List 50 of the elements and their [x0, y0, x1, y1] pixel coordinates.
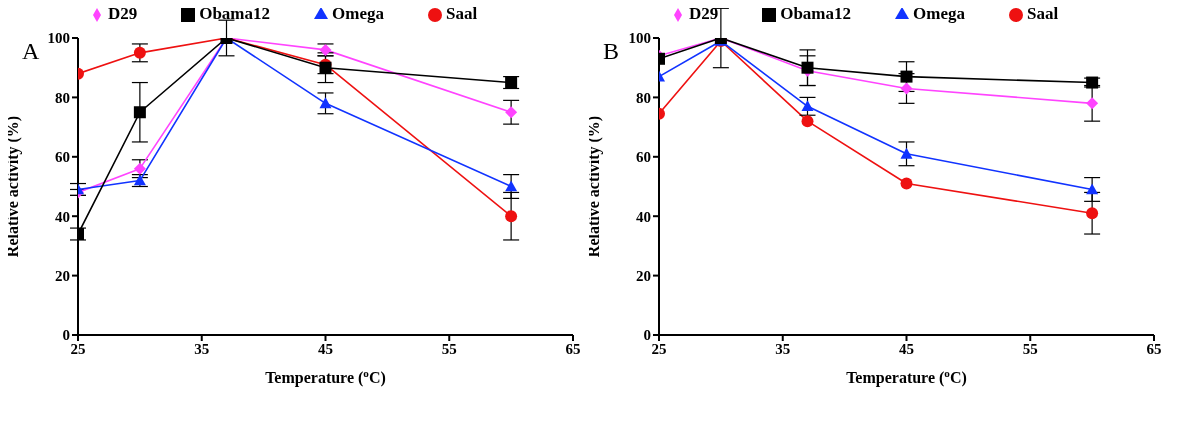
point	[900, 82, 913, 95]
point	[1086, 183, 1099, 195]
x-tick-label: 65	[1146, 340, 1162, 357]
point	[801, 100, 814, 112]
y-tick-label: 40	[636, 208, 651, 225]
x-tick-label: 25	[70, 340, 86, 357]
y-tick-label: 60	[636, 149, 651, 166]
point	[900, 70, 913, 83]
x-tick-label: 55	[441, 340, 457, 357]
point	[133, 106, 146, 119]
y-tick-label: 20	[636, 267, 651, 284]
point	[1086, 207, 1099, 220]
y-tick-label: 20	[55, 267, 70, 284]
y-tick-label: 0	[62, 327, 70, 344]
legend-label: D29	[107, 4, 138, 23]
point	[801, 115, 814, 128]
point	[505, 106, 518, 119]
point	[133, 162, 146, 175]
x-tick-label: 45	[318, 340, 333, 357]
point	[319, 97, 332, 109]
x-tick-label: 35	[194, 340, 210, 357]
point	[900, 147, 913, 159]
y-tick-label: 100	[47, 30, 70, 47]
legend-label: D29	[688, 4, 719, 23]
y-tick-label: 80	[636, 89, 651, 106]
y-tick-label: 60	[55, 149, 70, 166]
legend-label: Omega	[332, 4, 384, 23]
x-tick-label: 35	[775, 340, 791, 357]
point	[1086, 97, 1099, 110]
x-axis-title: Temperature ($^{o}$C)	[265, 367, 386, 387]
chart-title: B	[603, 38, 620, 65]
point	[900, 177, 913, 190]
x-tick-label: 45	[899, 340, 914, 357]
chart-title: A	[22, 38, 40, 65]
point	[133, 46, 146, 59]
y-tick-label: 100	[628, 30, 651, 47]
legend-label: Obama12	[780, 4, 851, 23]
x-axis-title: Temperature ($^{o}$C)	[846, 367, 967, 387]
y-tick-label: 0	[643, 327, 651, 344]
legend-label: Saal	[1026, 4, 1059, 23]
point	[505, 210, 518, 223]
legend-label: Obama12	[199, 4, 270, 23]
x-tick-label: 55	[1022, 340, 1038, 357]
x-tick-label: 25	[651, 340, 667, 357]
x-tick-label: 65	[565, 340, 581, 357]
y-tick-label: 40	[55, 208, 70, 225]
legend-label: Saal	[445, 4, 478, 23]
point	[505, 180, 518, 192]
y-tick-label: 80	[55, 89, 70, 106]
legend-label: Omega	[913, 4, 965, 23]
